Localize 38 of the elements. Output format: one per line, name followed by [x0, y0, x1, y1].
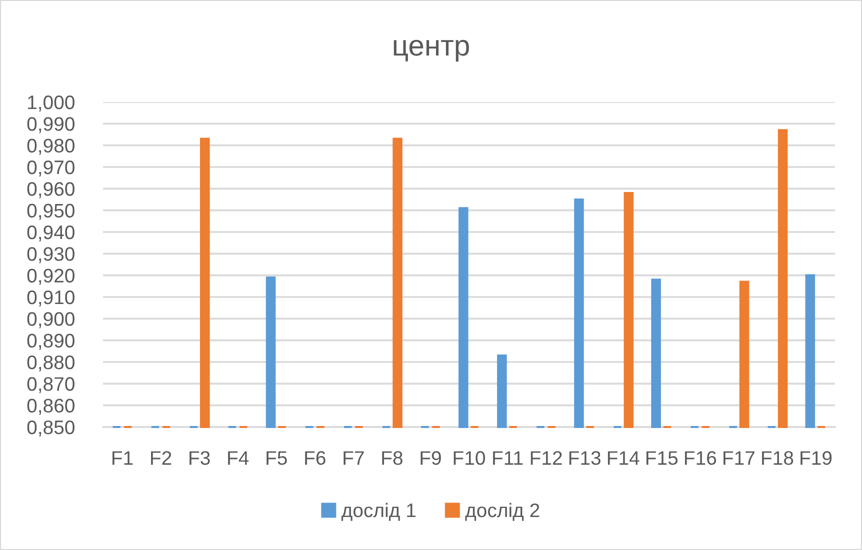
y-tick-label: 0,980: [27, 138, 74, 155]
x-tick-label: F5: [266, 451, 287, 465]
y-tick-label: 0,860: [27, 398, 74, 415]
x-tick-label: F8: [382, 451, 402, 465]
y-tick-label: 0,920: [27, 268, 74, 285]
x-tick-label: F10: [454, 451, 485, 465]
x-tick-label: F19: [800, 451, 832, 465]
chart-title: центр: [394, 40, 469, 62]
y-tick-label: 0,950: [27, 204, 74, 220]
y-tick-label: 0,990: [27, 117, 74, 134]
x-tick-label: F17: [724, 451, 754, 465]
y-tick-label: 1,000: [28, 95, 74, 112]
y-tick-label: 0,880: [27, 355, 74, 372]
x-tick-label: F2: [151, 451, 172, 465]
x-tick-label: F7: [344, 451, 364, 465]
y-tick-label: 0,940: [27, 225, 74, 242]
x-tick-label: F6: [305, 451, 326, 465]
x-tick-label: F3: [190, 451, 210, 465]
y-tick-label: 0,930: [27, 247, 74, 264]
y-tick-label: 0,890: [27, 334, 74, 350]
x-tick-label: F11: [493, 451, 523, 465]
x-tick-label: F15: [646, 451, 678, 465]
x-tick-label: F1: [112, 451, 133, 465]
x-tick-label: F12: [530, 451, 562, 465]
x-tick-label: F16: [685, 451, 716, 465]
y-tick-label: 0,850: [27, 420, 74, 437]
y-tick-label: 0,910: [27, 290, 74, 307]
y-tick-label: 0,960: [27, 182, 74, 198]
legend-label: дослід 2: [465, 502, 540, 521]
y-tick-label: 0,900: [27, 312, 74, 328]
x-tick-label: F14: [608, 451, 640, 465]
x-tick-label: F13: [569, 451, 600, 465]
legend-label: дослід 1: [342, 502, 416, 521]
y-tick-label: 0,870: [27, 377, 74, 394]
x-tick-label: F9: [420, 451, 441, 465]
x-tick-label: F4: [228, 451, 249, 465]
x-tick-label: F18: [762, 451, 794, 465]
y-tick-label: 0,970: [27, 160, 74, 177]
